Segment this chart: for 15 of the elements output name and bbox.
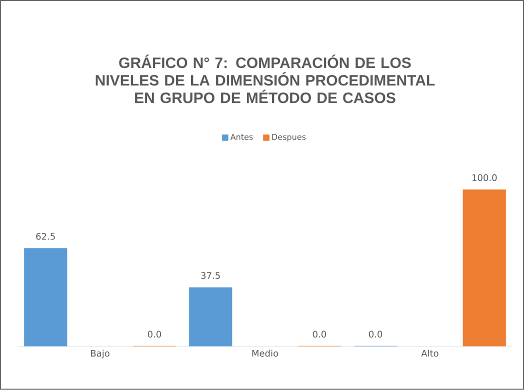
bar: [462, 190, 506, 346]
bar: [24, 248, 68, 346]
data-label: 0.0: [148, 330, 162, 338]
data-label: 0.0: [368, 330, 382, 338]
data-label: 37.5: [201, 272, 220, 280]
data-label: 100.0: [472, 174, 497, 182]
chart-title: GRÁFICO N° 7: COMPARACIÓN DE LOS NIVELES DE LA DIMENSIÓN PROCEDIMENTAL EN GRUPO DE MÉTODO DE CASOS: [96, 54, 435, 104]
data-label: 62.5: [36, 233, 55, 240]
bar: [188, 287, 232, 346]
x-tick-label: Medio: [252, 350, 278, 357]
data-label: 0.0: [312, 330, 326, 338]
x-tick-label: Bajo: [91, 350, 110, 359]
x-tick-label: Alto: [421, 350, 438, 357]
legend-label: Antes: [230, 134, 253, 140]
legend-label: Despues: [272, 134, 306, 142]
